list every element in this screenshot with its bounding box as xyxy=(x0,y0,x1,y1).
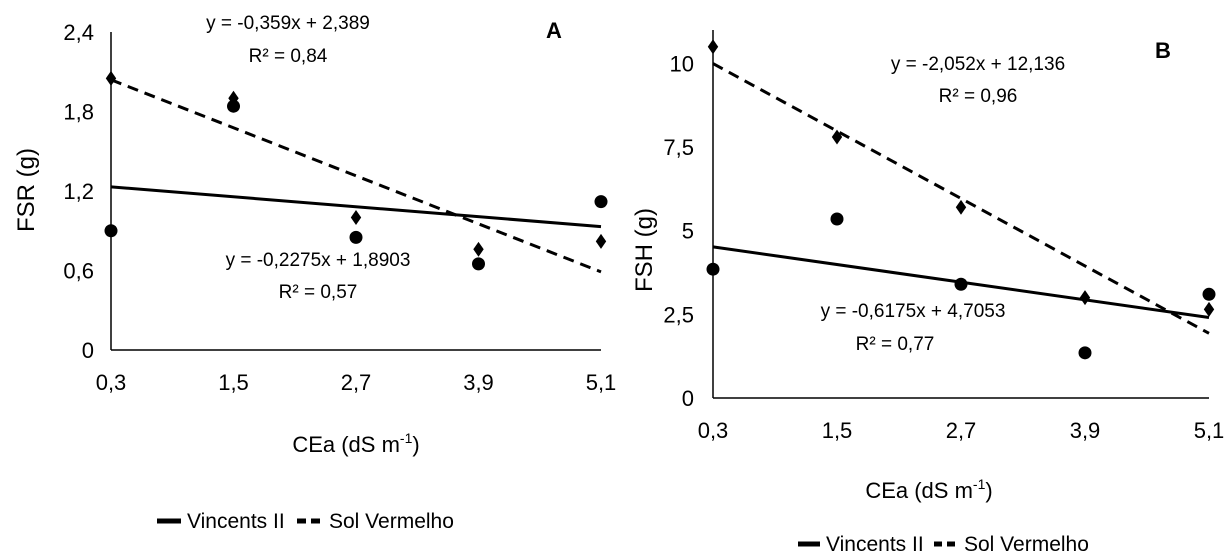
chart-b-sol-vermelho-r2: R² = 0,96 xyxy=(939,86,1018,107)
chart-b-y-tick-label: 7,5 xyxy=(663,135,694,160)
chart-a-y-tick-label: 1,8 xyxy=(63,100,94,125)
chart-b-point-sol-vermelho xyxy=(1203,301,1215,317)
chart-b-sol-vermelho-equation: y = -2,052x + 12,136 xyxy=(891,54,1065,75)
chart-b-y-axis-label: FSH (g) xyxy=(631,208,658,292)
chart-b-x-axis-label-main: CEa (dS m xyxy=(865,478,973,503)
chart-b-y-tick-label: 0 xyxy=(682,386,694,411)
chart-a-point-sol-vermelho xyxy=(473,241,484,257)
chart-a-point-sol-vermelho xyxy=(350,210,362,225)
chart-a-x-tick-label: 3,9 xyxy=(463,370,494,395)
chart-b: 0 2,5 5 7,5 10 0,3 1,5 2,7 3,9 5,1 B y = -2,052x… xyxy=(631,30,1224,554)
chart-b-point-vincents xyxy=(1078,346,1092,360)
chart-a-point-vincents xyxy=(472,257,485,271)
chart-a-x-tick-label: 0,3 xyxy=(96,370,127,395)
chart-b-point-vincents xyxy=(706,262,720,276)
chart-a-sol-vermelho-equation: y = -0,359x + 2,389 xyxy=(206,13,370,34)
chart-a-point-sol-vermelho xyxy=(105,70,117,86)
chart-a-trendline-vincents xyxy=(110,185,602,229)
chart-b-legend-vincents: Vincents II xyxy=(826,533,924,554)
chart-a-x-tick-label: 5,1 xyxy=(586,370,617,395)
chart-a-legend-sol-vermelho: Sol Vermelho xyxy=(329,510,454,533)
chart-b-legend-sol-vermelho: Sol Vermelho xyxy=(964,533,1089,554)
chart-a-point-vincents xyxy=(594,195,608,209)
chart-a-x-axis-label-end: ) xyxy=(412,432,419,457)
chart-b-point-sol-vermelho xyxy=(707,39,719,55)
chart-a-vincents-equation: y = -0,2275x + 1,8903 xyxy=(226,250,411,271)
chart-a-x-tick-label: 1,5 xyxy=(218,370,249,395)
chart-b-x-tick-label: 3,9 xyxy=(1070,418,1101,443)
chart-a-y-axis-label: FSR (g) xyxy=(13,148,40,232)
chart-b-point-vincents xyxy=(954,277,968,291)
chart-a-y-tick-label: 0 xyxy=(82,338,94,363)
chart-b-x-tick-label: 2,7 xyxy=(946,418,977,443)
chart-b-vincents-equation: y = -0,6175x + 4,7053 xyxy=(821,301,1006,322)
chart-b-x-axis-label-end: ) xyxy=(985,478,992,503)
chart-a-point-sol-vermelho xyxy=(228,90,239,106)
chart-a-point-sol-vermelho xyxy=(595,233,607,249)
chart-b-x-tick-label: 0,3 xyxy=(698,418,729,443)
chart-b-y-tick-label: 10 xyxy=(670,51,694,76)
chart-a: 0 0,6 1,2 1,8 2,4 0,3 1,5 2,7 3,9 5,1 A y = -0,3… xyxy=(13,13,616,533)
chart-a-y-tick-label: 2,4 xyxy=(63,20,94,45)
chart-b-x-tick-label: 5,1 xyxy=(1194,418,1224,443)
chart-b-panel-label: B xyxy=(1155,38,1171,63)
chart-a-legend-vincents: Vincents II xyxy=(187,510,285,533)
chart-b-x-axis-label: CEa (dS m-1) xyxy=(865,476,992,503)
chart-a-x-tick-label: 2,7 xyxy=(341,370,372,395)
chart-b-point-vincents xyxy=(1202,287,1216,301)
chart-a-y-tick-label: 0,6 xyxy=(63,259,94,284)
chart-a-trendline-sol-vermelho xyxy=(110,78,602,274)
chart-b-y-tick-label: 2,5 xyxy=(663,302,694,327)
chart-b-trendline-sol-vermelho xyxy=(712,62,1210,335)
chart-a-vincents-r2: R² = 0,57 xyxy=(279,282,358,303)
chart-a-sol-vermelho-r2: R² = 0,84 xyxy=(249,46,328,67)
chart-a-x-axis-label-sup: -1 xyxy=(400,430,413,446)
chart-b-x-tick-label: 1,5 xyxy=(822,418,853,443)
chart-a-x-axis-label-main: CEa (dS m xyxy=(292,432,400,457)
chart-b-vincents-r2: R² = 0,77 xyxy=(856,334,935,355)
chart-b-y-tick-label: 5 xyxy=(682,219,694,244)
chart-b-x-axis-label-sup: -1 xyxy=(973,476,986,492)
chart-a-point-vincents xyxy=(104,224,118,238)
chart-b-point-sol-vermelho xyxy=(831,129,843,145)
chart-a-point-vincents xyxy=(349,230,363,244)
chart-a-y-tick-label: 1,2 xyxy=(63,179,94,204)
chart-a-point-vincents xyxy=(227,99,240,113)
chart-b-point-vincents xyxy=(830,212,844,226)
chart-a-panel-label: A xyxy=(546,18,562,43)
chart-a-x-axis-label: CEa (dS m-1) xyxy=(292,430,419,457)
chart-b-point-sol-vermelho xyxy=(955,199,967,215)
chart-b-point-sol-vermelho xyxy=(1079,290,1091,306)
